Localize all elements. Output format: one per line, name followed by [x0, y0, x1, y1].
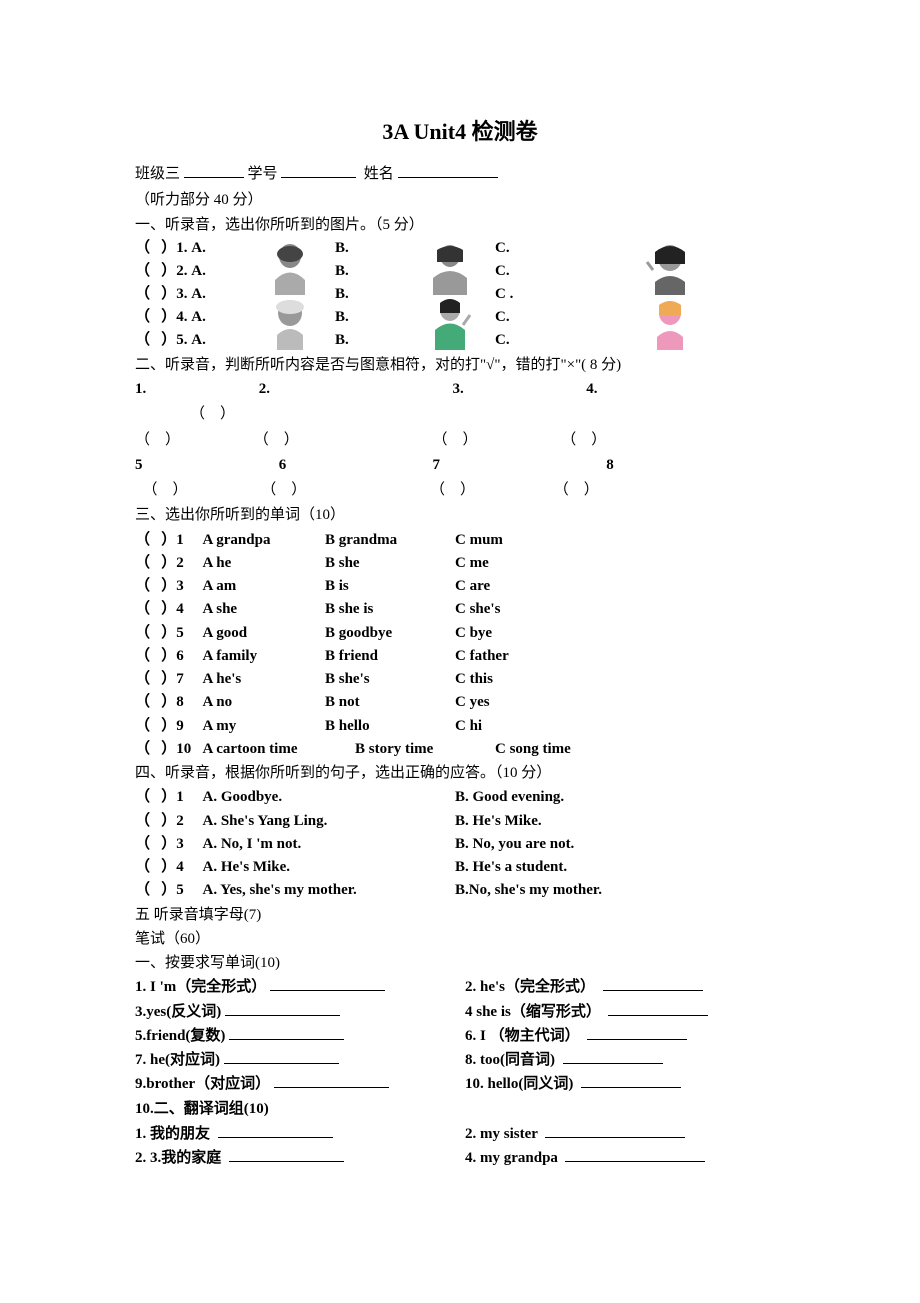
class-label: 班级三: [135, 166, 180, 182]
person-image-2: [265, 295, 315, 350]
s1-r4-b: B.: [335, 306, 349, 329]
w1-row-1: 1. I 'm（完全形式） 2. he's（完全形式）: [135, 976, 785, 999]
w1-row-2: 3.yes(反义词) 4 she is（缩写形式）: [135, 1001, 785, 1024]
s1-block: （ ）1. A. （ ）2. A. （ ）3. A. （ ）4. A. （ ）5…: [135, 238, 785, 353]
w1-row-5: 9.brother（对应词） 10. hello(同义词): [135, 1073, 785, 1096]
person-image-5: [645, 240, 695, 295]
s4-row-2: （ ）2 A. She's Yang Ling.B. He's Mike.: [135, 810, 785, 833]
s3-row-4: （ ）4 A sheB she isC she's: [135, 598, 785, 621]
written-title: 笔试（60）: [135, 928, 785, 951]
s3-row-6: （ ）6 A familyB friendC father: [135, 645, 785, 668]
s2-parens2: （ ） （ ） （ ） （ ）: [135, 479, 785, 502]
s3-title: 三、选出你所听到的单词（10）: [135, 504, 785, 527]
s2-row2: 5 6 7 8: [135, 454, 785, 477]
w2-row-2: 2. 3.我的家庭 4. my grandpa: [135, 1147, 785, 1170]
s1-r1-a: （ ）1. A.: [135, 237, 206, 260]
title-en: 3A Unit4: [382, 119, 471, 144]
s2-parens1: （ ） （ ） （ ） （ ）: [135, 429, 785, 452]
w2-title: 10.二、翻译词组(10): [135, 1098, 785, 1121]
w1-title: 一、按要求写单词(10): [135, 952, 785, 975]
s4-title: 四、听录音，根据你所听到的句子，选出正确的应答。（10 分）: [135, 762, 785, 785]
s4-rows: （ ）1 A. Goodbye.B. Good evening.（ ）2 A. …: [135, 786, 785, 902]
person-image-4: [425, 295, 475, 350]
s4-row-1: （ ）1 A. Goodbye.B. Good evening.: [135, 786, 785, 809]
s1-r3-a: （ ）3. A.: [135, 283, 206, 306]
student-header: 班级三 学号 姓名: [135, 163, 785, 186]
s3-rows: （ ）1 A grandpaB grandmaC mum（ ）2 A heB s…: [135, 529, 785, 762]
s1-r5-a: （ ）5. A.: [135, 329, 206, 352]
id-label: 学号: [248, 166, 278, 182]
s1-r1-b: B.: [335, 237, 349, 260]
s3-row-8: （ ）8 A noB notC yes: [135, 691, 785, 714]
person-image-3: [425, 240, 475, 295]
w2-row-1: 1. 我的朋友 2. my sister: [135, 1123, 785, 1146]
person-image-6: [645, 295, 695, 350]
s4-row-4: （ ）4 A. He's Mike.B. He's a student.: [135, 856, 785, 879]
name-label: 姓名: [364, 166, 394, 182]
w1-row-4: 7. he(对应词) 8. too(同音词): [135, 1049, 785, 1072]
s4-row-5: （ ）5 A. Yes, she's my mother.B.No, she's…: [135, 879, 785, 902]
s2-title: 二、听录音，判断所听内容是否与图意相符，对的打"√"，错的打"×"( 8 分): [135, 354, 785, 377]
s3-row-2: （ ）2 A heB sheC me: [135, 552, 785, 575]
s1-r2-a: （ ）2. A.: [135, 260, 206, 283]
page-title: 3A Unit4 检测卷: [135, 115, 785, 149]
title-zh: 检测卷: [472, 119, 538, 144]
s1-r1-c: C.: [495, 237, 510, 260]
s2-row1: 1. 2. 3. 4.: [135, 378, 785, 401]
w1-row-3: 5.friend(复数) 6. I （物主代词）: [135, 1025, 785, 1048]
s3-row-10: （ ）10 A cartoon timeB story timeC song t…: [135, 738, 785, 761]
s1-r4-a: （ ）4. A.: [135, 306, 206, 329]
person-image-1: [265, 240, 315, 295]
s1-title: 一、听录音，选出你所听到的图片。（5 分）: [135, 214, 785, 237]
s3-row-7: （ ）7 A he'sB she'sC this: [135, 668, 785, 691]
s3-row-3: （ ）3 A amB isC are: [135, 575, 785, 598]
name-blank[interactable]: [398, 177, 498, 178]
w1-rows: 1. I 'm（完全形式） 2. he's（完全形式） 3.yes(反义词) 4…: [135, 976, 785, 1096]
s3-row-9: （ ）9 A myB helloC hi: [135, 715, 785, 738]
s5-title: 五 听录音填字母(7): [135, 904, 785, 927]
s1-r5-b: B.: [335, 329, 349, 352]
s4-row-3: （ ）3 A. No, I 'm not.B. No, you are not.: [135, 833, 785, 856]
s3-row-5: （ ）5 A goodB goodbyeC bye: [135, 622, 785, 645]
w2-rows: 1. 我的朋友 2. my sister 2. 3.我的家庭 4. my gra…: [135, 1123, 785, 1171]
s2-paren-extra: （ ）: [135, 403, 785, 426]
listening-title: （听力部分 40 分）: [135, 189, 785, 212]
s1-r4-c: C.: [495, 306, 510, 329]
s1-r3-c: C .: [495, 283, 513, 306]
s1-r2-c: C.: [495, 260, 510, 283]
s1-r3-b: B.: [335, 283, 349, 306]
class-blank[interactable]: [184, 177, 244, 178]
s3-row-1: （ ）1 A grandpaB grandmaC mum: [135, 529, 785, 552]
id-blank[interactable]: [281, 177, 356, 178]
s1-r2-b: B.: [335, 260, 349, 283]
s1-r5-c: C.: [495, 329, 510, 352]
